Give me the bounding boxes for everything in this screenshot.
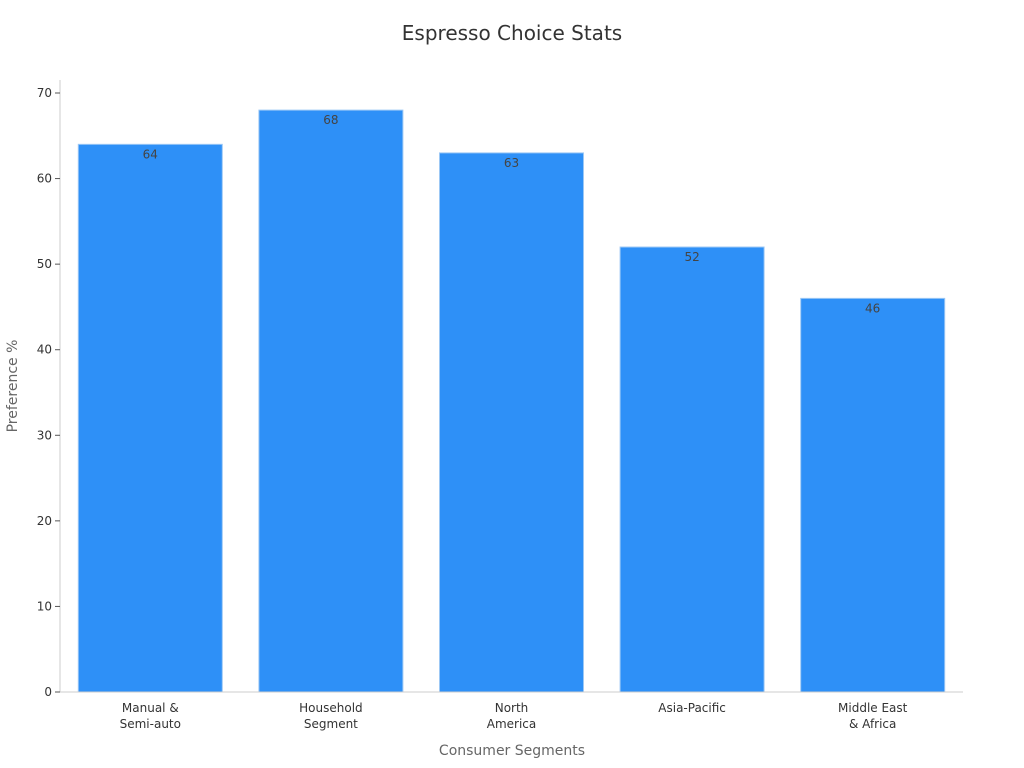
bar [77, 143, 223, 693]
x-tick-label: Manual & Semi-auto [120, 701, 181, 731]
bar [800, 297, 946, 693]
y-tick-label: 0 [44, 685, 52, 699]
y-tick-label: 30 [37, 428, 52, 442]
y-tick-label: 50 [37, 257, 52, 271]
y-tick-label: 20 [37, 514, 52, 528]
bar-value-label: 63 [504, 156, 519, 170]
bar-value-label: 68 [323, 113, 338, 127]
x-labels-group: Manual & Semi-auto Household Segment North Am… [120, 701, 908, 731]
x-axis-title: Consumer Segments [439, 743, 585, 759]
y-tick-label: 60 [37, 172, 52, 186]
y-ticks-group: 0 10 20 30 40 50 60 70 [37, 86, 60, 699]
y-tick-label: 40 [37, 343, 52, 357]
bar-value-label: 46 [865, 301, 880, 315]
y-tick-label: 10 [37, 599, 52, 613]
y-tick-label: 70 [37, 86, 52, 100]
x-tick-label: Asia-Pacific [658, 701, 726, 715]
bar [258, 109, 404, 693]
bar [439, 152, 584, 693]
x-tick-label: North America [487, 701, 537, 731]
x-tick-label: Middle East & Africa [838, 701, 908, 731]
bar-value-label: 64 [143, 147, 158, 161]
y-axis-title: Preference % [5, 340, 21, 433]
bar-value-label: 52 [684, 250, 699, 264]
x-tick-label: Household Segment [299, 701, 363, 731]
data-labels-group: 64 68 63 52 46 [143, 113, 881, 315]
bar [619, 246, 765, 693]
bars-group [77, 109, 946, 693]
chart-title: Espresso Choice Stats [402, 21, 622, 45]
